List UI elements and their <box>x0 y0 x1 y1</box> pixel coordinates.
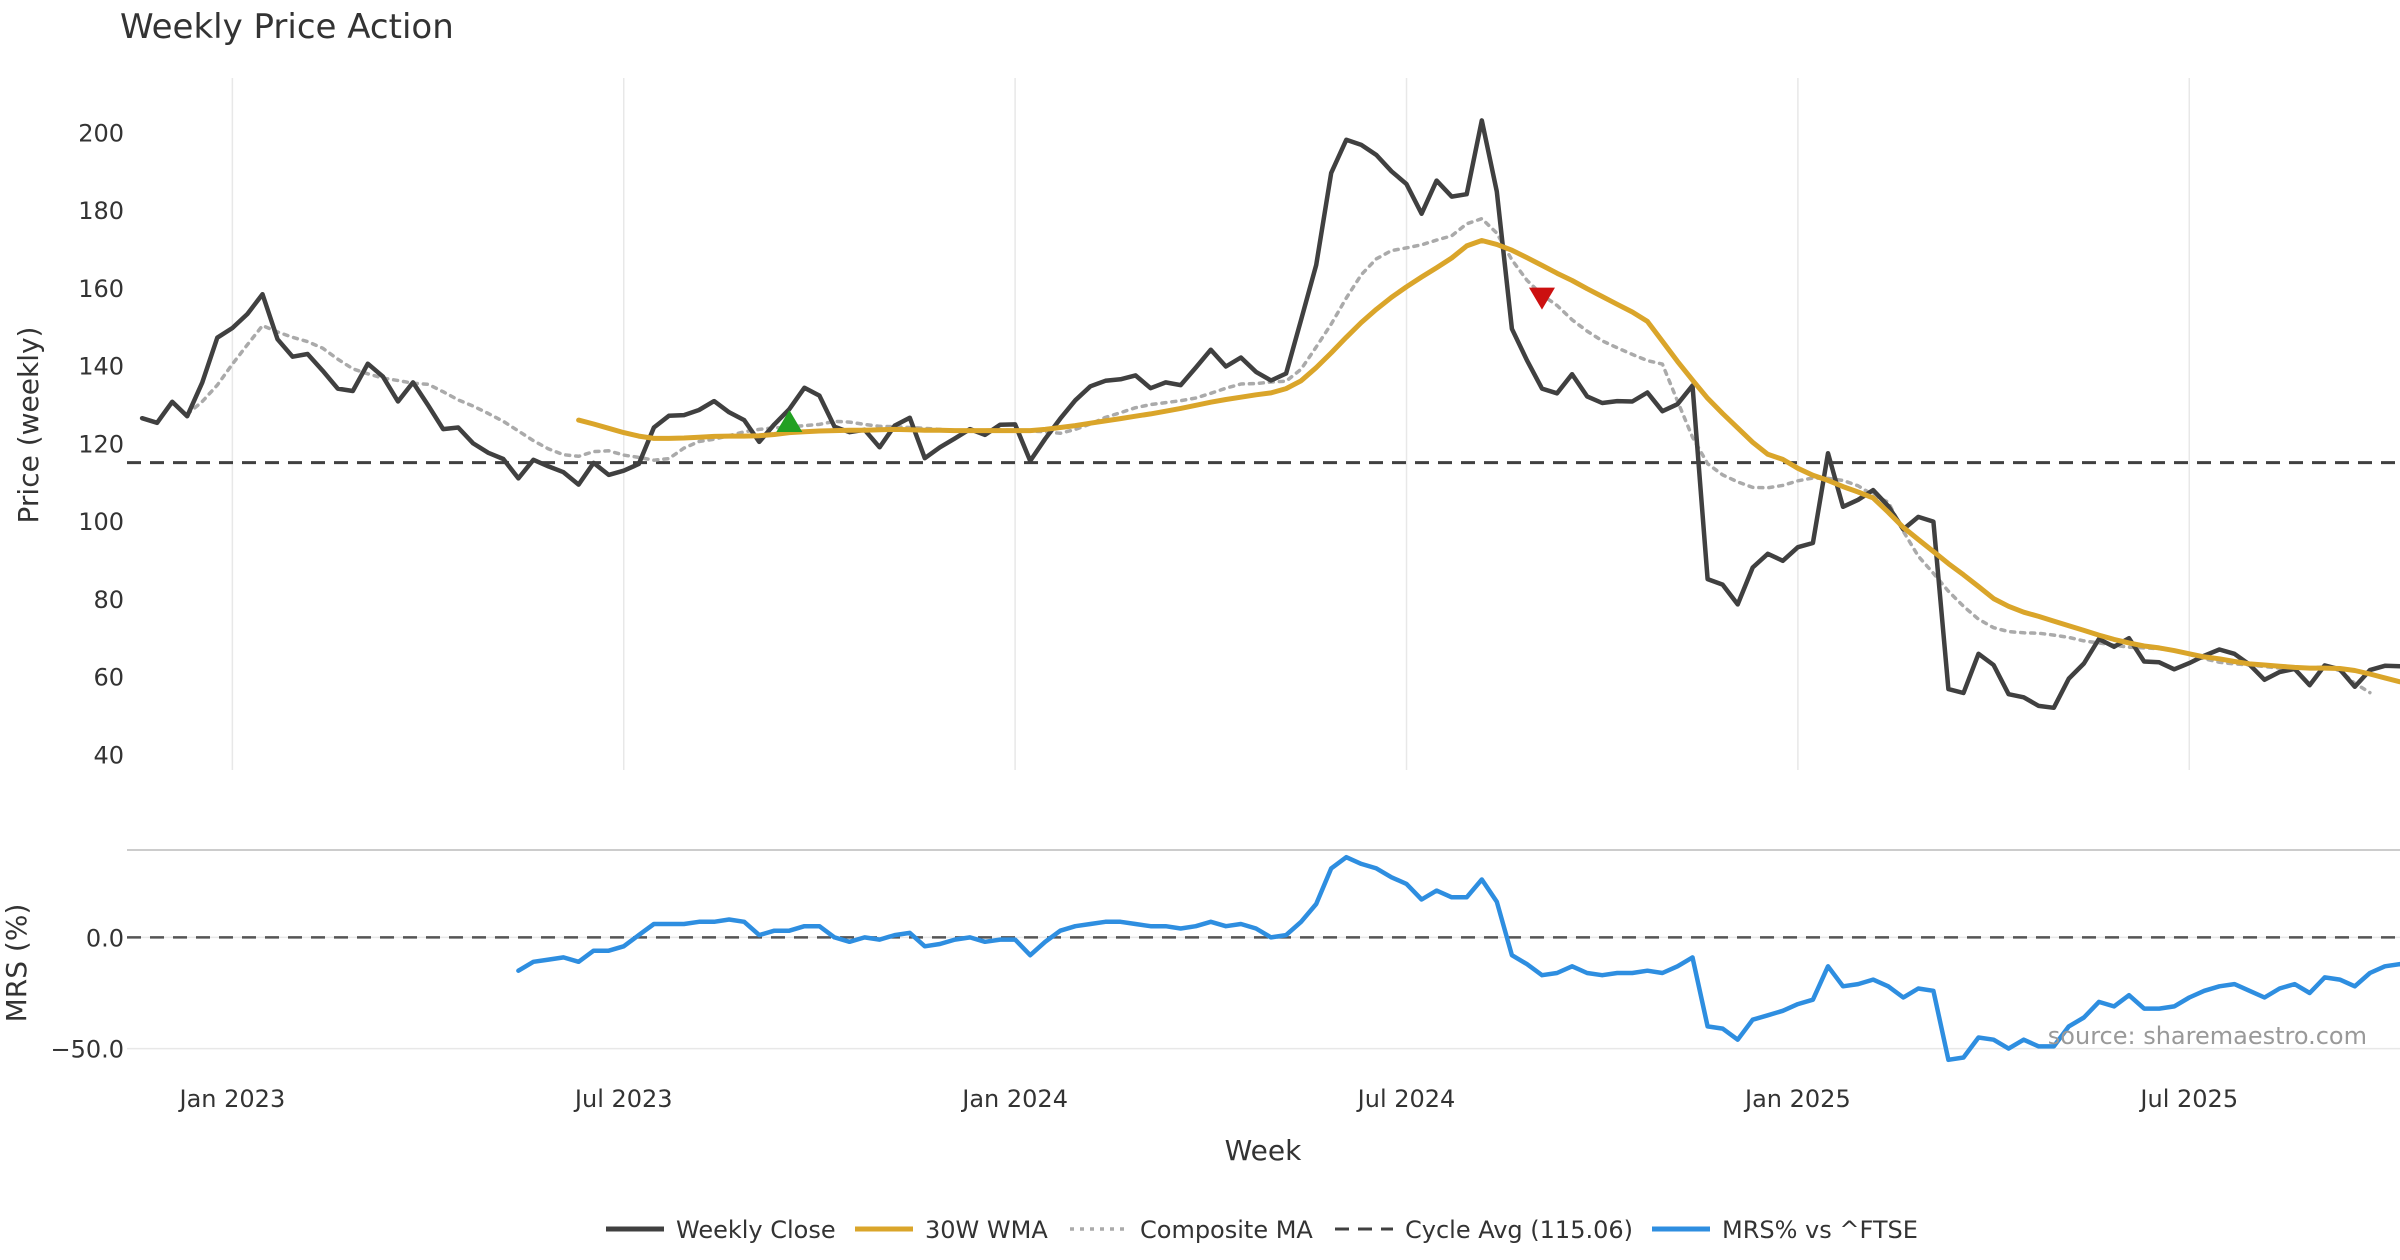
source-label: source: sharemaestro.com <box>2048 1022 2367 1050</box>
upper-y-tick-label: 200 <box>78 119 124 147</box>
legend-item: Weekly Close <box>606 1216 836 1244</box>
x-tick-label: Jan 2025 <box>1743 1085 1851 1113</box>
mrs-line <box>516 854 2400 1063</box>
legend-item: MRS% vs ^FTSE <box>1652 1216 1918 1244</box>
legend-item: 30W WMA <box>855 1216 1048 1244</box>
x-tick-label: Jan 2023 <box>178 1085 286 1113</box>
signal-markers <box>776 287 1555 433</box>
weekly-close-line <box>139 118 2400 711</box>
lower-y-axis-label: MRS (%) <box>0 904 33 1023</box>
buy-signal-marker <box>776 410 803 433</box>
upper-y-tick-label: 120 <box>78 430 124 458</box>
upper-series <box>127 118 2400 711</box>
upper-gridlines <box>231 78 2191 770</box>
lower-y-tick-label: 0.0 <box>86 924 124 952</box>
x-axis-label: Week <box>1225 1134 1302 1167</box>
upper-y-tick-label: 80 <box>93 586 124 614</box>
upper-y-tick-label: 180 <box>78 197 124 225</box>
legend-label: Cycle Avg (115.06) <box>1405 1216 1633 1244</box>
legend: Weekly Close 30W WMA Composite MA Cycle Avg… <box>606 1216 1918 1244</box>
x-tick-label: Jul 2025 <box>2138 1085 2238 1113</box>
legend-item: Composite MA <box>1070 1216 1313 1244</box>
x-ticks: Jan 2023 Jul 2023 Jan 2024 Jul 2024 Jan 2025… <box>178 1085 2239 1113</box>
lower-series <box>127 854 2400 1063</box>
upper-y-tick-label: 40 <box>93 741 124 769</box>
upper-y-ticks: 40 60 80 100 120 140 160 180 200 <box>78 119 124 769</box>
x-tick-label: Jul 2024 <box>1356 1085 1456 1113</box>
sell-signal-marker <box>1528 287 1555 310</box>
upper-y-tick-label: 160 <box>78 275 124 303</box>
legend-label: Composite MA <box>1140 1216 1313 1244</box>
wma-30w-line <box>576 238 2400 685</box>
legend-label: Weekly Close <box>676 1216 836 1244</box>
x-tick-label: Jul 2023 <box>573 1085 673 1113</box>
composite-ma-line <box>185 216 2372 695</box>
lower-y-ticks: 0.0 −50.0 <box>50 924 124 1063</box>
legend-label: 30W WMA <box>925 1216 1048 1244</box>
upper-y-axis-label: Price (weekly) <box>12 327 45 524</box>
upper-y-tick-label: 60 <box>93 664 124 692</box>
x-tick-label: Jan 2024 <box>960 1085 1068 1113</box>
lower-y-tick-label: −50.0 <box>50 1036 124 1064</box>
legend-item: Cycle Avg (115.06) <box>1335 1216 1633 1244</box>
legend-label: MRS% vs ^FTSE <box>1722 1216 1918 1244</box>
upper-y-tick-label: 100 <box>78 508 124 536</box>
chart-title: Weekly Price Action <box>120 7 454 47</box>
upper-y-tick-label: 140 <box>78 353 124 381</box>
